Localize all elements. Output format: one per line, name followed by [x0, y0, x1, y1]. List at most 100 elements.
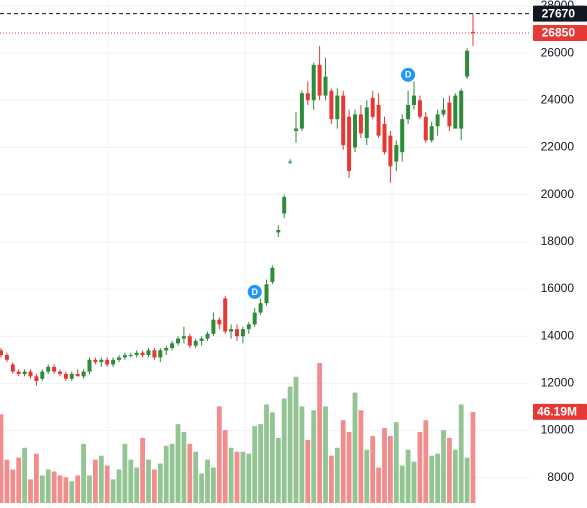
volume-bar: [287, 386, 293, 503]
volume-bar: [10, 469, 16, 503]
volume-bar: [317, 363, 322, 503]
volume-bar: [152, 469, 157, 503]
volume-bar: [364, 449, 370, 503]
event-label: D: [405, 70, 412, 80]
volume-bar: [388, 435, 393, 503]
candle-body: [158, 350, 163, 358]
volume-bar: [246, 453, 252, 503]
candle-body: [264, 284, 269, 304]
candle-body: [465, 50, 470, 77]
candle-body: [335, 95, 340, 120]
candle-body: [311, 64, 316, 101]
candle-body: [187, 336, 192, 346]
volume-bar: [417, 432, 423, 503]
candle-body: [459, 90, 464, 129]
volume-bar: [51, 471, 57, 503]
candle-body: [341, 95, 346, 146]
candle-body: [99, 359, 104, 363]
event-marker: [246, 283, 263, 300]
candle-body: [376, 104, 381, 136]
volume-bar: [393, 422, 399, 503]
volume-bar: [163, 445, 169, 503]
volume-bar: [22, 447, 27, 503]
volume-bar: [81, 443, 86, 503]
price-label-box: [533, 5, 587, 22]
candle-body: [258, 303, 263, 313]
volume-bar: [340, 420, 346, 503]
volume-bar: [411, 461, 417, 503]
candle-body: [93, 359, 98, 363]
volume-bar: [187, 443, 193, 503]
y-tick-label: 20000: [541, 187, 575, 201]
volume-bar: [34, 453, 39, 503]
volume-bar: [39, 475, 45, 503]
candle-body: [28, 371, 33, 377]
candle-body: [358, 114, 363, 134]
candle-body: [288, 161, 293, 163]
volume-bar: [258, 424, 263, 503]
candle-body: [10, 364, 15, 372]
candle-body: [453, 95, 458, 129]
candle-body: [317, 64, 322, 96]
candle-body: [246, 324, 251, 330]
volume-bar: [146, 459, 151, 503]
candle-body: [58, 371, 62, 374]
volume-bar: [193, 451, 199, 503]
candle-body: [370, 97, 375, 117]
volume-bar: [199, 473, 204, 503]
volume-bar: [299, 406, 305, 503]
volume-bar: [116, 469, 122, 503]
candle-body: [211, 319, 216, 334]
candle-body: [282, 197, 287, 214]
candle-body: [22, 371, 27, 374]
candle-body: [447, 102, 452, 127]
candle-body: [87, 359, 92, 372]
candle-body: [294, 128, 298, 131]
price-label: 27670: [542, 6, 576, 20]
candle-body: [217, 319, 222, 325]
candle-body: [176, 338, 180, 344]
volume-bar: [405, 449, 411, 503]
candle-body: [229, 329, 234, 332]
volume-bar: [275, 437, 281, 503]
volume-bar: [464, 457, 470, 503]
candle-body: [299, 93, 304, 129]
volume-bar: [311, 410, 317, 503]
candle-body: [323, 76, 328, 96]
y-tick-label: 8000: [547, 470, 574, 484]
candle-body: [441, 109, 446, 115]
volume-bar: [181, 432, 187, 503]
volume-bar: [0, 414, 4, 503]
volume-bar: [458, 404, 464, 503]
candle-body: [75, 373, 80, 377]
volume-bar: [452, 449, 458, 503]
candle-body: [400, 119, 405, 153]
volume-bar: [382, 428, 387, 503]
candle-body: [0, 350, 3, 356]
candle-body: [412, 95, 416, 105]
volume-bar: [75, 475, 81, 503]
volume-bar: [134, 467, 140, 503]
volume-bar: [429, 455, 435, 503]
candle-body: [34, 376, 39, 382]
candle-body: [423, 116, 428, 141]
y-tick-label: 24000: [541, 92, 575, 106]
candle-body: [199, 338, 204, 341]
candle-body: [63, 373, 68, 379]
event-marker: [400, 66, 417, 83]
candle-body: [276, 230, 281, 233]
volume-bar: [104, 465, 110, 503]
candle-body: [329, 90, 334, 120]
volume-label-box: [533, 403, 587, 420]
volume-bar: [281, 398, 287, 503]
y-tick-label: 10000: [541, 423, 575, 437]
volume-bar: [87, 475, 92, 503]
volume-label: 46.19M: [537, 405, 577, 419]
vertical-grid: [107, 0, 393, 503]
volume-bar: [234, 451, 240, 503]
volume-bar: [211, 467, 216, 503]
volume-bar: [16, 457, 22, 503]
volume-bar: [334, 447, 340, 503]
candle-body: [417, 100, 422, 117]
